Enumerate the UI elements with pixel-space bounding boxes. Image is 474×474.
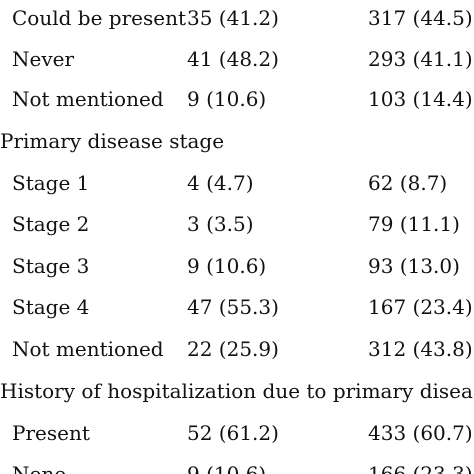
row-label: Stage 2 — [12, 212, 90, 236]
row-label: Not mentioned — [12, 337, 164, 361]
table-row: Stage 1 4 (4.7) 62 (8.7) — [0, 166, 474, 200]
group2-value: 62 (8.7) — [368, 171, 448, 195]
section-label: History of hospitalization due to primar… — [0, 379, 474, 403]
group1-value: 9 (10.6) — [187, 254, 267, 278]
group2-value: 317 (44.5) — [368, 6, 473, 30]
table-row: Stage 2 3 (3.5) 79 (11.1) — [0, 207, 474, 241]
row-label: Stage 4 — [12, 295, 90, 319]
section-label: Primary disease stage — [0, 129, 225, 153]
section-header: History of hospitalization due to primar… — [0, 374, 474, 408]
group1-value: 35 (41.2) — [187, 6, 279, 30]
group2-value: 166 (23.3) — [368, 462, 473, 474]
group1-value: 4 (4.7) — [187, 171, 254, 195]
table-row: Stage 3 9 (10.6) 93 (13.0) — [0, 249, 474, 283]
table-row: Never 41 (48.2) 293 (41.1) — [0, 42, 474, 76]
group2-value: 79 (11.1) — [368, 212, 460, 236]
section-header: Primary disease stage — [0, 124, 474, 158]
group1-value: 9 (10.6) — [187, 462, 267, 474]
group2-value: 93 (13.0) — [368, 254, 460, 278]
group2-value: 293 (41.1) — [368, 47, 473, 71]
group1-value: 3 (3.5) — [187, 212, 254, 236]
table-row: None 9 (10.6) 166 (23.3) — [0, 457, 474, 474]
row-label: Never — [12, 47, 75, 71]
row-label: Not mentioned — [12, 87, 164, 111]
table-row: Not mentioned 9 (10.6) 103 (14.4) — [0, 82, 474, 116]
table-row: Could be present 35 (41.2) 317 (44.5) — [0, 1, 474, 35]
row-label: Stage 1 — [12, 171, 90, 195]
row-label: None — [12, 462, 67, 474]
group2-value: 167 (23.4) — [368, 295, 473, 319]
row-label: Stage 3 — [12, 254, 90, 278]
row-label: Present — [12, 421, 90, 445]
group1-value: 52 (61.2) — [187, 421, 279, 445]
group1-value: 47 (55.3) — [187, 295, 279, 319]
group2-value: 103 (14.4) — [368, 87, 473, 111]
group2-value: 433 (60.7) — [368, 421, 473, 445]
table-row: Stage 4 47 (55.3) 167 (23.4) — [0, 290, 474, 324]
row-label: Could be present — [12, 6, 186, 30]
table-row: Not mentioned 22 (25.9) 312 (43.8) — [0, 332, 474, 366]
group1-value: 9 (10.6) — [187, 87, 267, 111]
group1-value: 22 (25.9) — [187, 337, 279, 361]
table-row: Present 52 (61.2) 433 (60.7) — [0, 416, 474, 450]
group2-value: 312 (43.8) — [368, 337, 473, 361]
group1-value: 41 (48.2) — [187, 47, 279, 71]
